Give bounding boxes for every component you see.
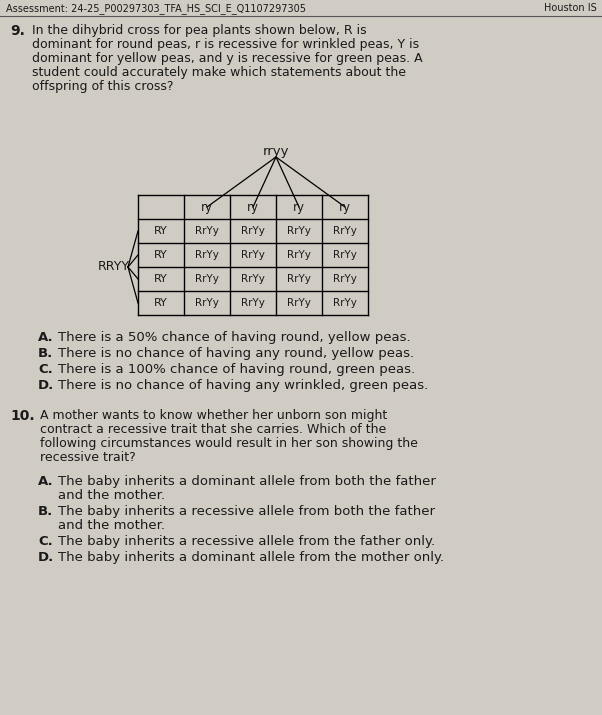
- Text: RRYY: RRYY: [98, 260, 130, 274]
- Text: ry: ry: [293, 200, 305, 214]
- Text: In the dihybrid cross for pea plants shown below, R is: In the dihybrid cross for pea plants sho…: [32, 24, 367, 37]
- Text: RrYy: RrYy: [287, 298, 311, 308]
- Text: RrYy: RrYy: [287, 226, 311, 236]
- Text: B.: B.: [38, 347, 53, 360]
- Text: There is a 50% chance of having round, yellow peas.: There is a 50% chance of having round, y…: [58, 331, 411, 344]
- Text: offspring of this cross?: offspring of this cross?: [32, 80, 173, 93]
- Text: RY: RY: [154, 298, 168, 308]
- Text: ry: ry: [339, 200, 351, 214]
- Text: recessive trait?: recessive trait?: [40, 451, 135, 464]
- Text: contract a recessive trait that she carries. Which of the: contract a recessive trait that she carr…: [40, 423, 386, 436]
- Text: B.: B.: [38, 505, 53, 518]
- Text: RrYy: RrYy: [241, 226, 265, 236]
- Text: A mother wants to know whether her unborn son might: A mother wants to know whether her unbor…: [40, 409, 387, 422]
- Text: RrYy: RrYy: [333, 274, 357, 284]
- Text: RrYy: RrYy: [195, 226, 219, 236]
- Text: D.: D.: [38, 551, 54, 564]
- Text: D.: D.: [38, 379, 54, 392]
- Text: RrYy: RrYy: [333, 226, 357, 236]
- Text: A.: A.: [38, 475, 54, 488]
- Text: RrYy: RrYy: [195, 250, 219, 260]
- Text: RrYy: RrYy: [287, 274, 311, 284]
- Text: and the mother.: and the mother.: [58, 489, 165, 502]
- Text: There is no chance of having any round, yellow peas.: There is no chance of having any round, …: [58, 347, 414, 360]
- Text: RrYy: RrYy: [195, 298, 219, 308]
- Text: RY: RY: [154, 226, 168, 236]
- Text: A.: A.: [38, 331, 54, 344]
- Text: rryy: rryy: [262, 145, 289, 158]
- Text: The baby inherits a recessive allele from the father only.: The baby inherits a recessive allele fro…: [58, 535, 435, 548]
- Text: 9.: 9.: [10, 24, 25, 38]
- Text: The baby inherits a dominant allele from the mother only.: The baby inherits a dominant allele from…: [58, 551, 444, 564]
- Text: RrYy: RrYy: [333, 298, 357, 308]
- Text: RrYy: RrYy: [195, 274, 219, 284]
- Text: student could accurately make which statements about the: student could accurately make which stat…: [32, 66, 406, 79]
- Text: RrYy: RrYy: [241, 250, 265, 260]
- Text: There is a 100% chance of having round, green peas.: There is a 100% chance of having round, …: [58, 363, 415, 376]
- Text: 10.: 10.: [10, 409, 35, 423]
- Text: The baby inherits a recessive allele from both the father: The baby inherits a recessive allele fro…: [58, 505, 435, 518]
- Text: Assessment: 24-25_P00297303_TFA_HS_SCI_E_Q1107297305: Assessment: 24-25_P00297303_TFA_HS_SCI_E…: [6, 3, 306, 14]
- Text: and the mother.: and the mother.: [58, 519, 165, 532]
- Text: The baby inherits a dominant allele from both the father: The baby inherits a dominant allele from…: [58, 475, 436, 488]
- Text: RrYy: RrYy: [241, 298, 265, 308]
- Text: RY: RY: [154, 274, 168, 284]
- Text: C.: C.: [38, 535, 53, 548]
- Text: dominant for round peas, r is recessive for wrinkled peas, Y is: dominant for round peas, r is recessive …: [32, 38, 419, 51]
- Text: Houston IS: Houston IS: [544, 3, 597, 13]
- Text: RrYy: RrYy: [241, 274, 265, 284]
- Text: dominant for yellow peas, and y is recessive for green peas. A: dominant for yellow peas, and y is reces…: [32, 52, 423, 65]
- Text: There is no chance of having any wrinkled, green peas.: There is no chance of having any wrinkle…: [58, 379, 428, 392]
- Text: RrYy: RrYy: [287, 250, 311, 260]
- Text: RY: RY: [154, 250, 168, 260]
- Text: RrYy: RrYy: [333, 250, 357, 260]
- Text: following circumstances would result in her son showing the: following circumstances would result in …: [40, 437, 418, 450]
- Text: ry: ry: [201, 200, 213, 214]
- Text: C.: C.: [38, 363, 53, 376]
- Text: ry: ry: [247, 200, 259, 214]
